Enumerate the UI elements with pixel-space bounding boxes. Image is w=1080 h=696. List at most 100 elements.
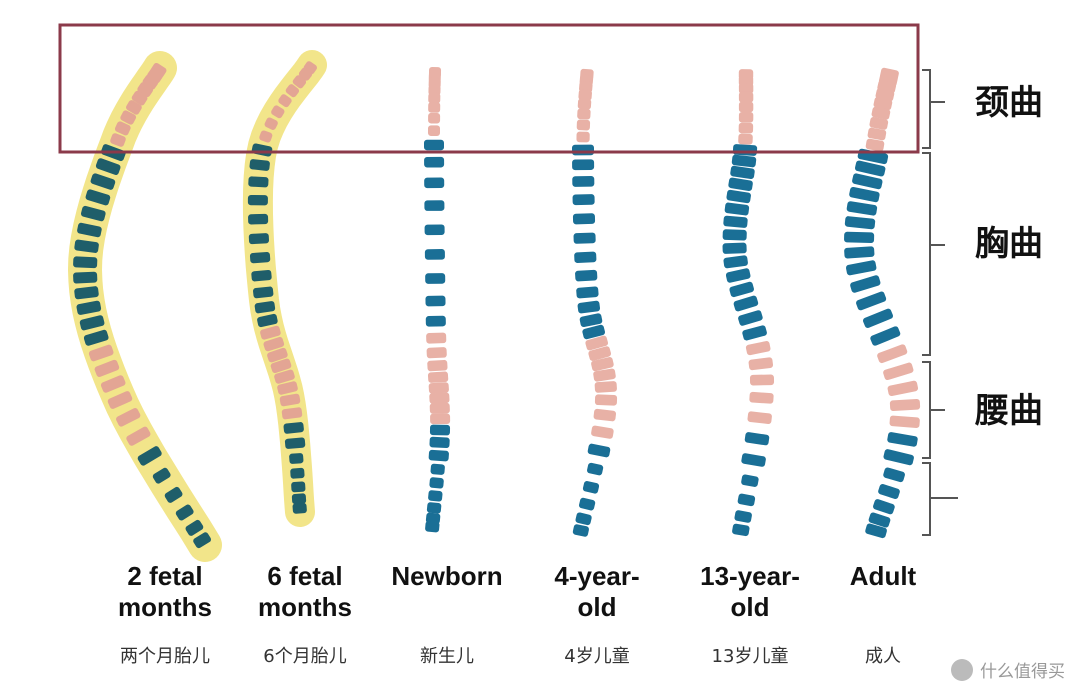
vertebra bbox=[722, 229, 747, 241]
vertebra bbox=[76, 300, 102, 315]
stage-label-cn: 4岁儿童 bbox=[564, 646, 629, 667]
vertebra bbox=[593, 368, 616, 382]
vertebra bbox=[423, 139, 445, 151]
vertebra bbox=[854, 160, 886, 177]
vertebra bbox=[284, 437, 306, 449]
highlight-box bbox=[58, 23, 920, 154]
vertebra bbox=[185, 519, 204, 536]
vertebra bbox=[88, 344, 114, 362]
vertebra bbox=[85, 189, 111, 206]
vertebra bbox=[425, 512, 441, 524]
vertebra bbox=[873, 97, 893, 111]
stage-label-cn: 成人 bbox=[865, 646, 901, 667]
vertebra bbox=[728, 177, 753, 192]
vertebra bbox=[428, 382, 449, 394]
vertebra bbox=[732, 523, 750, 537]
stage-label: Adult bbox=[850, 561, 917, 591]
vertebra bbox=[573, 232, 596, 244]
vertebra bbox=[887, 432, 918, 447]
bracket bbox=[922, 462, 958, 536]
vertebra bbox=[114, 121, 131, 136]
stage-label: 13-year- bbox=[700, 561, 800, 591]
vertebra bbox=[731, 154, 757, 168]
vertebra bbox=[430, 413, 451, 425]
vertebra bbox=[291, 481, 306, 493]
vertebra bbox=[428, 449, 449, 462]
vertebra bbox=[572, 213, 596, 225]
vertebra bbox=[281, 407, 303, 420]
vertebra bbox=[744, 432, 770, 446]
vertebra bbox=[572, 524, 589, 537]
vertebra bbox=[248, 233, 270, 245]
stage-label: old bbox=[731, 592, 770, 622]
vertebra bbox=[289, 453, 304, 464]
vertebra bbox=[100, 375, 126, 393]
vertebra bbox=[267, 347, 288, 363]
vertebra bbox=[732, 144, 758, 156]
vertebra bbox=[426, 347, 447, 359]
vertebra bbox=[426, 332, 447, 344]
vertebra bbox=[77, 222, 102, 238]
vertebra bbox=[733, 295, 759, 312]
stage-label: months bbox=[258, 592, 352, 622]
stage-label: old bbox=[578, 592, 617, 622]
vertebra bbox=[248, 176, 269, 188]
vertebra bbox=[889, 415, 920, 429]
vertebra bbox=[424, 224, 445, 236]
vertebra bbox=[428, 102, 441, 113]
vertebra bbox=[571, 144, 595, 156]
vertebra bbox=[748, 357, 774, 371]
vertebra bbox=[251, 269, 272, 282]
vertebra bbox=[425, 273, 446, 284]
vertebra bbox=[120, 110, 137, 125]
vertebra bbox=[738, 310, 763, 326]
vertebra bbox=[126, 100, 142, 115]
vertebra bbox=[425, 315, 446, 327]
vertebra bbox=[90, 173, 116, 190]
vertebra bbox=[277, 381, 298, 395]
watermark-icon bbox=[951, 659, 973, 681]
vertebra bbox=[137, 446, 162, 466]
vertebra bbox=[844, 246, 875, 259]
vertebra bbox=[271, 105, 285, 119]
vertebra bbox=[430, 463, 445, 475]
stage-label: 2 fetal bbox=[127, 561, 202, 591]
vertebra bbox=[74, 239, 99, 253]
vertebra bbox=[578, 497, 596, 511]
vertebra bbox=[164, 486, 183, 503]
vertebra bbox=[587, 462, 604, 476]
stage-label-cn: 两个月胎儿 bbox=[120, 646, 210, 667]
vertebra bbox=[254, 301, 276, 314]
stage-label: 4-year- bbox=[554, 561, 639, 591]
vertebra bbox=[110, 133, 126, 147]
vertebra bbox=[107, 391, 133, 409]
vertebra bbox=[738, 111, 754, 123]
vertebra bbox=[247, 195, 268, 206]
vertebra bbox=[94, 359, 120, 377]
vertebra bbox=[80, 205, 106, 222]
vertebra bbox=[428, 92, 441, 104]
vertebra bbox=[429, 436, 450, 449]
vertebra bbox=[578, 89, 592, 101]
region-label: 颈曲 bbox=[975, 83, 1043, 123]
vertebra bbox=[869, 116, 889, 130]
vertebra bbox=[749, 374, 775, 386]
vertebra bbox=[425, 521, 440, 533]
vertebra bbox=[257, 313, 278, 328]
watermark: 什么值得买 bbox=[980, 662, 1065, 681]
vertebra bbox=[738, 133, 753, 145]
vertebra bbox=[249, 159, 270, 171]
vertebra bbox=[737, 493, 756, 507]
vertebra bbox=[577, 98, 592, 110]
brackets bbox=[922, 69, 958, 536]
vertebra bbox=[738, 122, 754, 134]
vertebra bbox=[83, 329, 109, 346]
region-label: 腰曲 bbox=[975, 391, 1043, 431]
vertebra bbox=[878, 484, 900, 499]
vertebra bbox=[427, 125, 441, 136]
vertebra bbox=[428, 490, 443, 502]
vertebra bbox=[577, 108, 591, 120]
vertebra bbox=[730, 165, 755, 180]
vertebra bbox=[887, 380, 919, 397]
